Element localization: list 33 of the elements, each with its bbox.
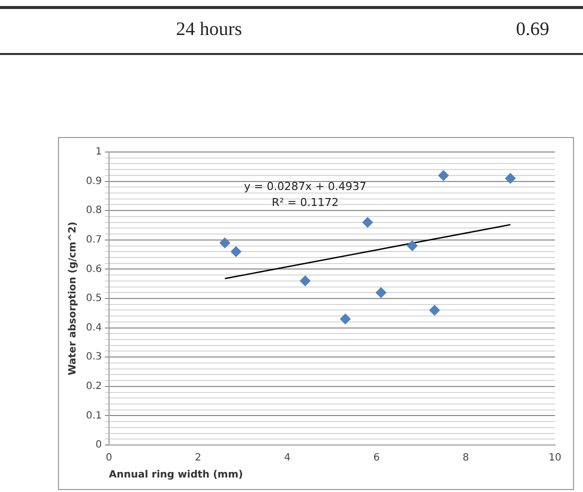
y-tick-label: 1 xyxy=(96,146,102,158)
point xyxy=(230,246,242,258)
point xyxy=(438,170,449,181)
y-tick-label: 0.9 xyxy=(86,176,102,187)
point xyxy=(340,314,351,325)
point xyxy=(362,216,374,228)
point xyxy=(406,240,418,252)
x-tick-label: 2 xyxy=(194,452,202,464)
text: 0.69 xyxy=(516,19,550,41)
text: 24 hours xyxy=(176,19,242,41)
x-tick-label: 0 xyxy=(106,452,112,464)
point xyxy=(300,275,311,286)
y-tick-label: 0.4 xyxy=(86,322,102,334)
y-tick-label: 0 xyxy=(96,440,102,451)
point xyxy=(219,237,230,248)
point xyxy=(504,172,516,184)
annotation: R² = 0.1172 xyxy=(272,196,339,210)
x-tick-label: 8 xyxy=(462,452,469,464)
y-tick-label: 0.3 xyxy=(86,352,102,363)
annotation: y = 0.0287x + 0.4937 xyxy=(244,180,366,194)
point xyxy=(376,287,387,298)
y-tick-label: 0.2 xyxy=(86,380,102,392)
x-tick-label: 4 xyxy=(284,452,291,464)
point xyxy=(429,304,440,316)
y-tick-label: 0.7 xyxy=(86,234,102,246)
x-tick-label: 6 xyxy=(373,452,380,464)
y-tick-label: 0.8 xyxy=(86,205,102,216)
y-axis-title: Water absorption (g/cm^2) xyxy=(68,222,79,376)
y-tick-label: 0.6 xyxy=(86,264,102,275)
y-tick-label: 0.1 xyxy=(86,410,102,422)
x-tick-label: 10 xyxy=(548,452,562,464)
y-tick-label: 0.5 xyxy=(86,293,102,304)
x-axis-title: Annual ring width (mm) xyxy=(108,470,243,481)
